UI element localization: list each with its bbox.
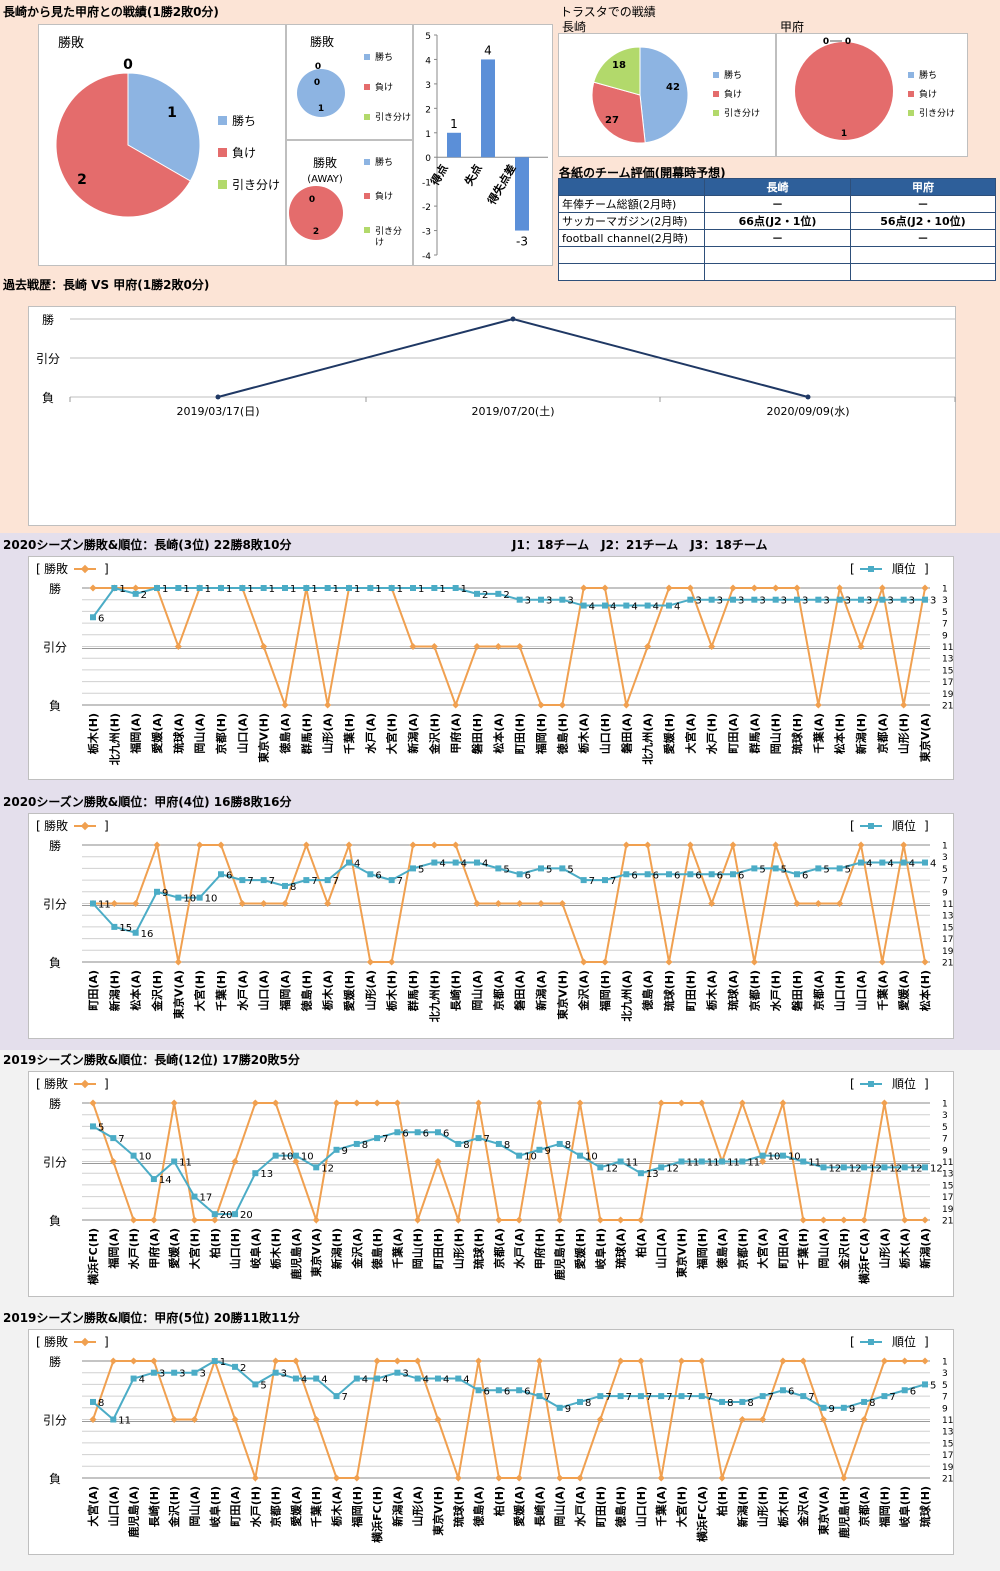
eval-cell [704,263,851,281]
eval-cell: － [704,229,851,247]
trasta-nagasaki-panel [558,33,776,157]
s2020n-title: 2020シーズン勝敗&順位：長崎(3位) 22勝8敗10分 [3,538,292,552]
pie-panel-away [286,140,413,266]
trasta-kofu-label: 甲府 [780,20,805,34]
eval-row-label: football channel(2月時) [558,229,705,247]
trasta-kofu-panel [776,33,968,157]
eval-cell [850,246,996,264]
s2020n-panel [28,556,954,780]
history-title: 過去戦歴：長崎 VS 甲府(1勝2敗0分) [3,278,210,292]
eval-title: 各紙のチーム評価(開幕時予想) [559,166,726,180]
s2019k-panel [28,1329,954,1555]
eval-cell: － [850,195,996,213]
eval-cell [704,246,851,264]
eval-header-nagasaki: 長崎 [704,178,851,196]
eval-row-label: サッカーマガジン(2月時) [558,212,705,230]
s2019k-title: 2019シーズン勝敗&順位：甲府(5位) 20勝11敗11分 [3,1311,300,1325]
eval-row-label: 年俸チーム総額(2月時) [558,195,705,213]
s2019n-panel [28,1071,954,1297]
eval-header-kofu: 甲府 [850,178,996,196]
eval-header-row: 長崎 甲府 [558,178,996,196]
s2020k-title: 2020シーズン勝敗&順位：甲府(4位) 16勝8敗16分 [3,795,292,809]
s2019n-title: 2019シーズン勝敗&順位：長崎(12位) 17勝20敗5分 [3,1053,300,1067]
eval-row-label [558,263,705,281]
h2h-title: 長崎から見た甲府との戦績(1勝2敗0分) [3,5,219,19]
eval-cell: 56点(J2・10位) [850,212,996,230]
pie-panel-home [286,24,413,140]
league-info: J1：18チーム J2：21チーム J3：18チーム [512,538,768,552]
pie-panel-total [38,24,286,266]
bar-panel [413,24,553,266]
s2020k-panel [28,813,954,1039]
eval-row: 年俸チーム総額(2月時) － － [558,195,996,213]
eval-row: サッカーマガジン(2月時) 66点(J2・1位) 56点(J2・10位) [558,212,996,230]
eval-cell: － [704,195,851,213]
eval-row [558,246,996,264]
eval-cell [850,263,996,281]
eval-table: 長崎 甲府 年俸チーム総額(2月時) － － サッカーマガジン(2月時) 66点… [558,178,996,281]
eval-cell: 66点(J2・1位) [704,212,851,230]
eval-row [558,263,996,281]
eval-header-blank [558,178,705,196]
eval-row: football channel(2月時) － － [558,229,996,247]
eval-row-label [558,246,705,264]
history-panel [28,306,956,526]
trasta-title: トラスタでの戦績 [560,5,656,19]
trasta-nagasaki-label: 長崎 [562,20,587,34]
eval-cell: － [850,229,996,247]
